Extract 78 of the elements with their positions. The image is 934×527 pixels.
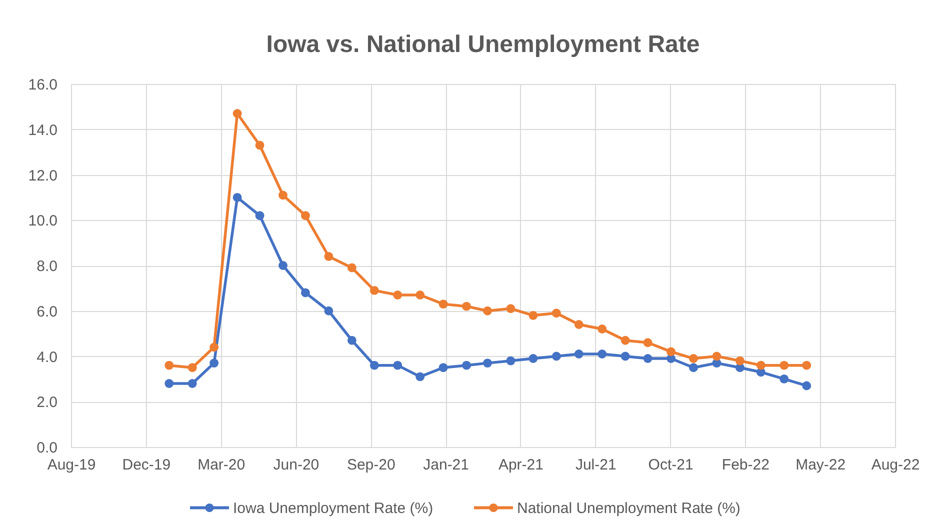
y-tick-label: 12.0: [28, 167, 58, 184]
point: [255, 211, 264, 220]
x-tick-label: Jun-20: [273, 456, 320, 474]
point: [552, 308, 561, 318]
point: [780, 374, 789, 384]
point: [598, 350, 607, 358]
point: [210, 342, 219, 352]
point: [643, 338, 652, 348]
point: [347, 336, 356, 345]
x-tick-label: Feb-22: [722, 456, 770, 474]
x-tick-label: Jan-21: [423, 456, 469, 474]
point: [712, 352, 722, 361]
point: [300, 211, 310, 220]
y-tick-label: 16.0: [28, 76, 58, 94]
point: [232, 109, 242, 118]
point: [528, 310, 538, 320]
y-tick-label: 0.0: [36, 440, 58, 456]
point: [164, 360, 174, 370]
point: [462, 302, 471, 311]
x-tick-label: Mar-20: [198, 456, 246, 474]
legend-label: National Unemployment Rate (%): [517, 500, 740, 517]
point: [188, 379, 197, 388]
point: [552, 352, 561, 361]
y-tick-label: 14.0: [28, 122, 58, 139]
point: [574, 350, 584, 358]
point: [483, 306, 492, 316]
x-tick-label: Sep-20: [346, 456, 396, 474]
legend-label: Iowa Unemployment Rate (%): [233, 500, 434, 517]
point: [370, 286, 379, 295]
point: [255, 140, 264, 150]
point: [347, 263, 356, 272]
point: [232, 192, 242, 202]
point: [324, 252, 334, 261]
point: [780, 360, 789, 370]
point: [393, 290, 402, 300]
x-tick-label: Oct-21: [648, 456, 694, 474]
chart-title: Iowa vs. National Unemployment Rate: [266, 31, 700, 58]
point: [164, 379, 174, 388]
y-tick-label: 4.0: [36, 348, 58, 366]
point: [666, 347, 676, 356]
x-tick-label: Jul-21: [575, 456, 616, 474]
point: [506, 304, 516, 314]
point: [462, 360, 471, 370]
point: [393, 360, 402, 370]
point: [598, 324, 607, 334]
point: [802, 360, 812, 370]
point: [438, 363, 448, 372]
point: [756, 360, 766, 370]
point: [278, 261, 288, 270]
y-tick-label: 2.0: [36, 394, 58, 412]
x-tick-label: May-22: [796, 456, 846, 474]
point: [483, 358, 492, 368]
point: [689, 354, 698, 363]
point: [506, 356, 516, 366]
y-tick-label: 6.0: [36, 303, 58, 320]
point: [620, 352, 630, 361]
point: [735, 356, 744, 366]
x-tick-label: Dec-19: [122, 456, 171, 474]
point: [416, 372, 425, 382]
point: [574, 320, 584, 329]
point: [324, 306, 334, 316]
point: [620, 336, 630, 345]
x-tick-label: Apr-21: [498, 456, 544, 474]
point: [278, 190, 288, 200]
point: [210, 358, 219, 368]
point: [643, 354, 652, 363]
y-tick-label: 10.0: [28, 212, 58, 230]
point: [300, 288, 310, 298]
x-tick-label: Aug-22: [871, 456, 920, 474]
point: [416, 290, 425, 300]
point: [689, 363, 698, 372]
point: [438, 300, 448, 309]
point: [528, 354, 538, 363]
x-tick-label: Aug-19: [47, 456, 96, 474]
point: [370, 360, 379, 370]
point: [802, 381, 812, 390]
point: [188, 363, 197, 372]
y-tick-label: 8.0: [36, 258, 58, 275]
